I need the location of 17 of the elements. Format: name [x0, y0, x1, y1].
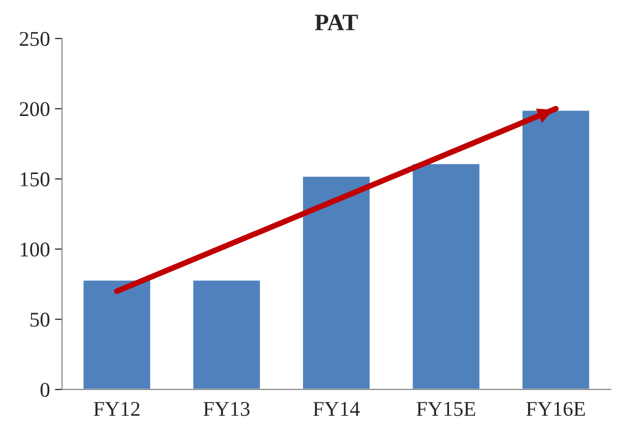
y-tick-label: 200 [20, 102, 50, 116]
y-tick-label: 250 [20, 32, 50, 46]
x-tick-label: FY13 [203, 402, 250, 416]
y-tick-label: 150 [20, 172, 50, 186]
y-tick-label: 100 [20, 242, 50, 257]
y-tick-label: 0 [40, 382, 50, 397]
x-tick-label: FY15E [416, 402, 476, 416]
bar [82, 279, 152, 390]
bar [521, 109, 591, 390]
x-tick-label: FY16E [526, 402, 585, 416]
bar [411, 162, 481, 390]
bar [192, 279, 262, 390]
x-tick-label: FY14 [313, 402, 360, 416]
y-tick-label: 50 [30, 312, 50, 327]
bar [302, 175, 372, 390]
chart-title: PAT [314, 14, 358, 30]
x-tick-label: FY12 [94, 402, 140, 416]
